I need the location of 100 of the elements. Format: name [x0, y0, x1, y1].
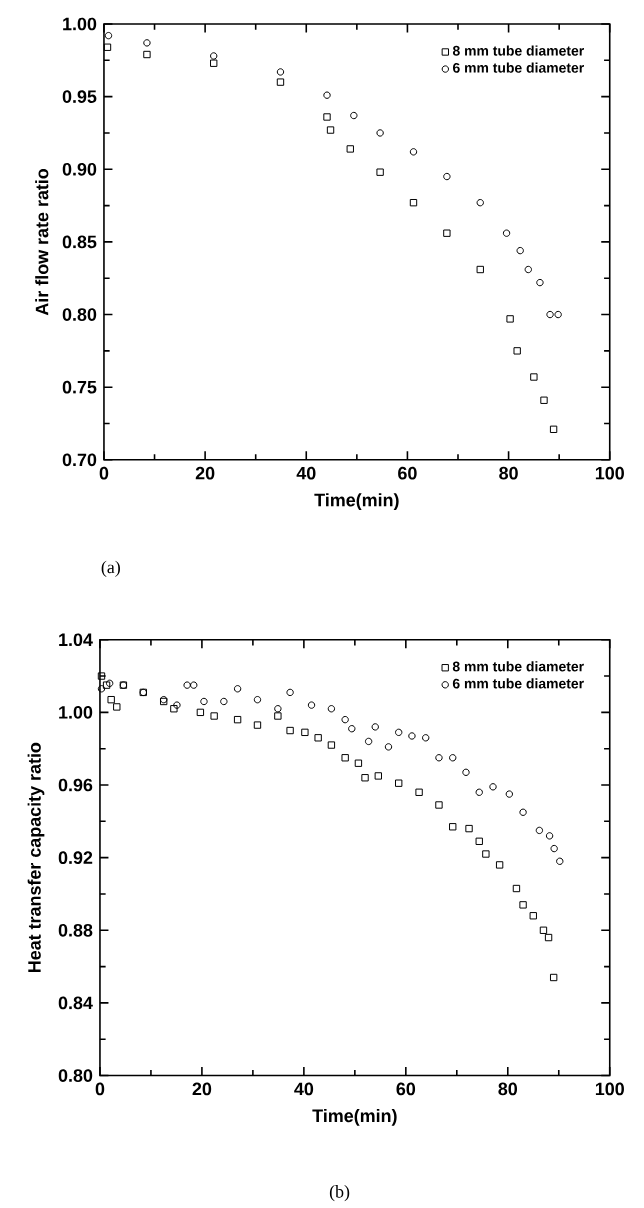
point [465, 824, 473, 833]
y-axis-title: Air flow rate ratio [35, 168, 49, 316]
point [234, 685, 242, 693]
point [550, 844, 558, 853]
point [113, 703, 121, 711]
y-tick-label: 0.70 [62, 453, 97, 467]
point [307, 701, 316, 709]
point [536, 278, 544, 287]
x-axis-title: Time(min) [312, 1108, 397, 1126]
point [143, 39, 151, 47]
point [253, 695, 262, 704]
point [530, 373, 538, 381]
point [341, 754, 349, 762]
x-tick-label: 100 [596, 466, 625, 480]
point [170, 705, 178, 713]
point [409, 148, 418, 156]
x-tick-label: 60 [396, 1082, 416, 1096]
point [361, 774, 369, 782]
point [462, 768, 470, 776]
point [482, 850, 490, 858]
point [545, 933, 553, 942]
point [475, 837, 484, 845]
point [435, 754, 443, 762]
point [274, 712, 282, 720]
point [376, 168, 384, 176]
point [210, 52, 218, 60]
text: (a) [101, 560, 121, 577]
point [210, 59, 218, 67]
point [220, 697, 228, 706]
y-tick-label: 0.95 [62, 90, 97, 103]
point [314, 734, 322, 742]
point [97, 685, 106, 693]
point [422, 734, 430, 742]
point [348, 725, 356, 733]
point [395, 728, 403, 737]
y-tick-label: 0.84 [58, 996, 93, 1010]
point [210, 712, 218, 720]
x-tick-label: 20 [195, 466, 215, 480]
point [489, 783, 497, 791]
point [506, 315, 514, 323]
point [519, 901, 527, 909]
point [546, 832, 554, 840]
point [395, 779, 403, 787]
point [550, 973, 558, 982]
point [513, 347, 521, 355]
y-tick-label: 0.80 [58, 1069, 93, 1082]
point [512, 884, 521, 893]
point [327, 705, 336, 713]
point [341, 715, 349, 724]
x-tick-label: 80 [498, 1082, 518, 1096]
x-tick-label: 0 [95, 1082, 105, 1096]
text: (b) [330, 1185, 350, 1202]
point [354, 759, 363, 767]
point [276, 68, 285, 76]
point [505, 790, 514, 798]
x-tick-label: 20 [192, 1082, 212, 1096]
y-tick-label: 1.00 [63, 17, 97, 31]
point [253, 721, 262, 729]
point [415, 788, 423, 796]
y-tick-label: 0.92 [58, 851, 93, 865]
y-tick-label: 1.00 [59, 706, 93, 719]
point [449, 754, 457, 762]
point [274, 705, 282, 713]
point [234, 715, 242, 724]
point [365, 737, 373, 746]
point [350, 111, 358, 120]
point [475, 788, 484, 796]
x-tick-label: 80 [499, 466, 518, 480]
point [346, 145, 355, 153]
point [97, 672, 106, 680]
y-tick-label: 0.96 [58, 778, 93, 792]
point [286, 688, 294, 697]
point [104, 31, 113, 40]
point [524, 265, 533, 274]
point [408, 732, 416, 740]
point [476, 199, 485, 207]
point [190, 681, 198, 689]
point [107, 695, 115, 704]
point [276, 78, 285, 86]
y-tick-label: 0.88 [58, 923, 93, 937]
point [327, 741, 336, 749]
point [556, 857, 564, 865]
point [196, 708, 205, 717]
point [503, 229, 511, 237]
point [200, 697, 208, 706]
point [540, 396, 548, 404]
point [323, 113, 331, 121]
y-tick-label: 0.90 [62, 162, 97, 176]
point [539, 926, 548, 934]
x-tick-label: 100 [596, 1082, 625, 1096]
point [286, 726, 294, 735]
point [143, 50, 151, 59]
y-tick-label: 0.75 [62, 380, 97, 394]
y-tick-label: 1.04 [59, 633, 93, 647]
point [496, 861, 504, 869]
point [371, 723, 380, 731]
point [301, 728, 309, 737]
point [550, 425, 558, 433]
x-tick-label: 60 [398, 466, 417, 480]
x-axis-title: Time(min) [314, 493, 399, 510]
